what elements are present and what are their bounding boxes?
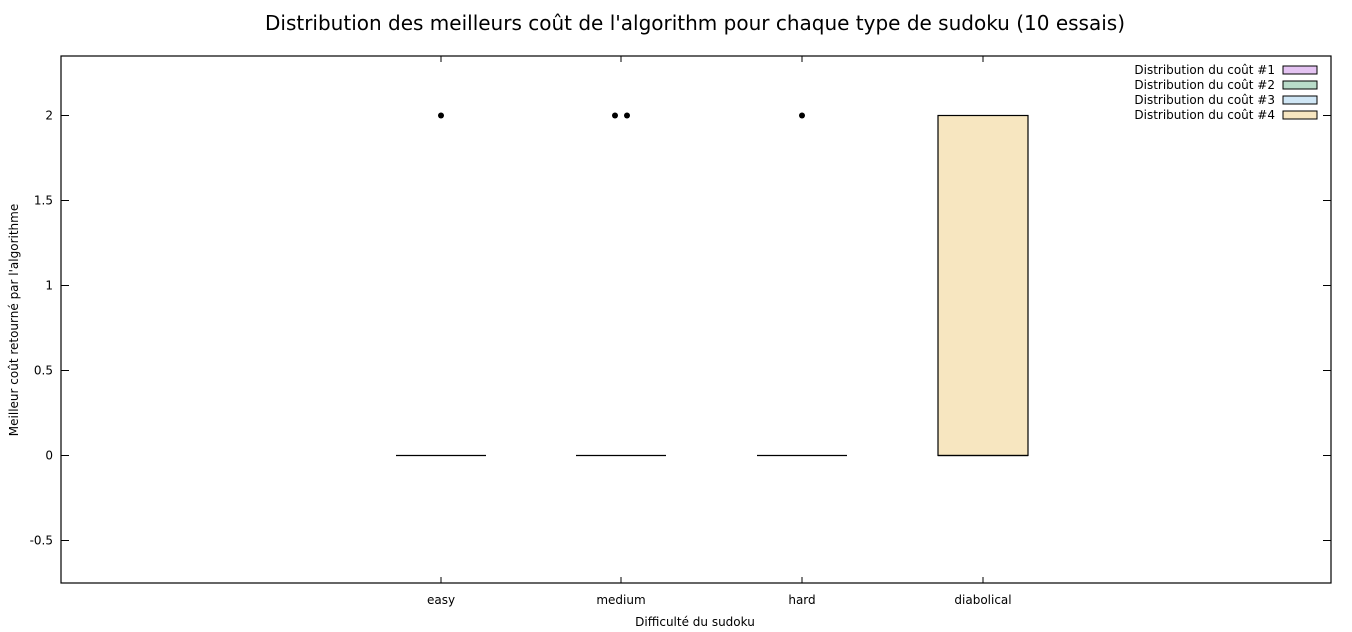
legend-label: Distribution du coût #1 — [1134, 63, 1275, 77]
chart-title: Distribution des meilleurs coût de l'alg… — [265, 11, 1125, 35]
x-tick-label: easy — [427, 593, 455, 607]
legend-swatch — [1282, 110, 1318, 120]
x-tick-label: hard — [788, 593, 815, 607]
y-tick-label: 2 — [45, 109, 53, 123]
legend-swatch — [1282, 65, 1318, 75]
outlier-point — [438, 112, 444, 119]
y-axis-label: Meilleur coût retourné par l'algorithme — [7, 204, 21, 436]
y-tick-label: 0.5 — [34, 364, 53, 378]
legend-swatch — [1282, 95, 1318, 105]
y-tick-label: -0.5 — [30, 534, 53, 548]
x-tick-label: medium — [596, 593, 645, 607]
plot-area: -0.5 0 0.5 1 1.5 2 easy medium hard diabolical Dis… — [30, 55, 1332, 607]
legend-label: Distribution du coût #2 — [1134, 78, 1275, 92]
outlier-point — [624, 112, 630, 119]
legend-label: Distribution du coût #4 — [1134, 108, 1275, 122]
outlier-point — [799, 112, 805, 119]
y-tick-label: 1 — [45, 279, 53, 293]
legend-swatch — [1282, 80, 1318, 90]
box — [937, 114, 1029, 457]
x-axis-label: Difficulté du sudoku — [635, 615, 755, 629]
legend-label: Distribution du coût #3 — [1134, 93, 1275, 107]
x-tick-label: diabolical — [954, 593, 1011, 607]
plot-border — [60, 55, 1332, 584]
y-tick-label: 1.5 — [34, 194, 53, 208]
y-tick-label: 0 — [45, 449, 53, 463]
outlier-point — [612, 112, 618, 119]
